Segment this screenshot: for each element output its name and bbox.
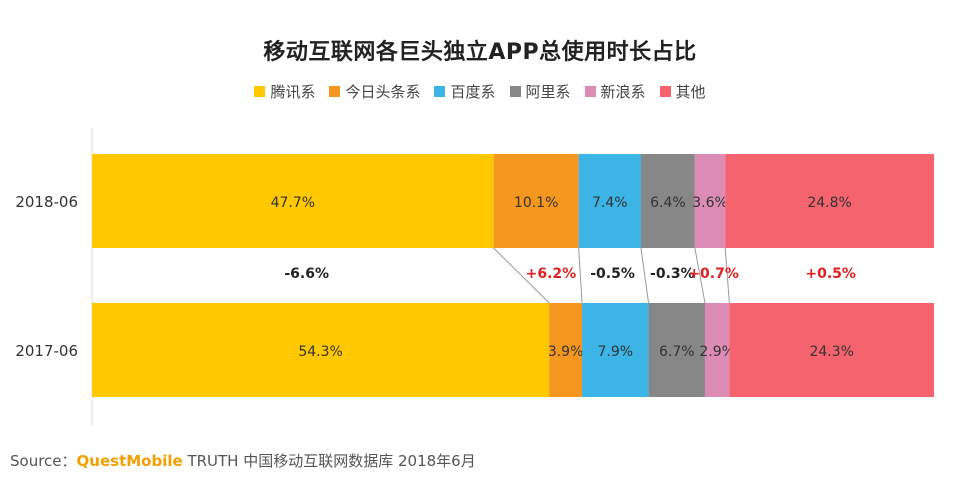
- legend-item: 腾讯系: [254, 81, 315, 102]
- bar-segment: [549, 303, 583, 397]
- data-label: 10.1%: [514, 195, 558, 211]
- data-label: 3.6%: [692, 195, 728, 211]
- data-label: 6.4%: [650, 195, 686, 211]
- legend-label: 新浪系: [600, 82, 646, 101]
- bar-segment: [92, 154, 494, 248]
- data-label: 7.4%: [592, 195, 628, 211]
- legend-item: 阿里系: [509, 81, 571, 102]
- legend-label: 其他: [675, 82, 706, 101]
- change-label: -6.6%: [284, 266, 329, 282]
- legend-item: 其他: [659, 81, 706, 102]
- legend-swatch: [329, 85, 341, 97]
- legend-item: 新浪系: [584, 81, 646, 102]
- legend-label: 今日头条系: [345, 82, 421, 101]
- connector-line: [493, 247, 550, 304]
- bar-segment: [725, 154, 934, 248]
- bar-segment: [694, 154, 726, 248]
- legend-label: 腾讯系: [270, 82, 316, 101]
- connector-line: [724, 247, 730, 304]
- legend-item: 百度系: [434, 81, 496, 102]
- change-label: +0.7%: [688, 266, 739, 282]
- bar-segment: [582, 303, 649, 397]
- legend-swatch: [584, 85, 596, 97]
- source-prefix: Source：: [10, 452, 77, 470]
- connector-line: [694, 247, 706, 304]
- legend-label: 百度系: [450, 82, 496, 101]
- data-label: 6.7%: [659, 344, 695, 360]
- source-brand: QuestMobile: [76, 452, 183, 470]
- connector-line: [640, 247, 650, 304]
- legend-swatch: [254, 85, 266, 97]
- category-label: 2018-06: [15, 193, 78, 211]
- legend-label: 阿里系: [525, 82, 571, 101]
- bar-segment: [578, 154, 641, 248]
- data-label: 2.9%: [699, 344, 735, 360]
- bar-segment: [493, 154, 579, 248]
- data-label: 7.9%: [598, 344, 634, 360]
- change-label: -0.5%: [590, 266, 635, 282]
- data-label: 24.3%: [809, 344, 853, 360]
- legend-item: 今日头条系: [329, 81, 420, 102]
- chart-title: 移动互联网各巨头独立APP总使用时长占比: [263, 40, 697, 65]
- change-label: -0.3%: [650, 266, 695, 282]
- source-text: TRUTH 中国移动互联网数据库 2018年6月: [187, 452, 476, 470]
- bar-segment: [729, 303, 934, 397]
- legend-swatch: [434, 85, 446, 97]
- data-label: 24.8%: [807, 195, 851, 211]
- bar-segment: [704, 303, 730, 397]
- data-label: 47.7%: [271, 195, 315, 211]
- connector-line: [578, 247, 583, 304]
- bar-segment: [640, 154, 695, 248]
- data-label: 54.3%: [298, 344, 342, 360]
- change-label: +0.5%: [805, 266, 856, 282]
- data-label: 3.9%: [548, 344, 584, 360]
- legend-swatch: [509, 85, 521, 97]
- change-label: +6.2%: [526, 266, 577, 282]
- category-label: 2017-06: [15, 342, 78, 360]
- legend-swatch: [659, 85, 671, 97]
- bar-segment: [648, 303, 705, 397]
- bar-segment: [92, 303, 550, 397]
- source-note: Source：QuestMobile TRUTH 中国移动互联网数据库 2018…: [10, 450, 476, 471]
- legend: 腾讯系 今日头条系 百度系 阿里系 新浪系 其他: [0, 80, 960, 102]
